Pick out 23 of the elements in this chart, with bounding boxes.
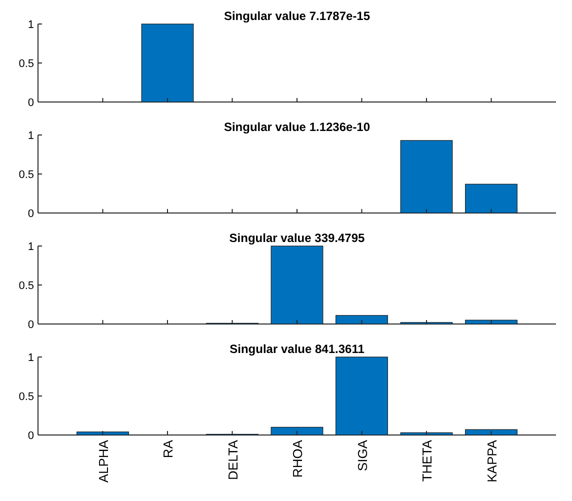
chart-title: Singular value 339.4795 — [229, 231, 366, 245]
y-tick-label: 1 — [28, 130, 34, 142]
y-tick-label: 1 — [28, 19, 34, 31]
y-tick-label: 1 — [28, 352, 34, 364]
chart-title: Singular value 841.3611 — [230, 342, 365, 356]
chart-title: Singular value 7.1787e-15 — [224, 9, 370, 23]
chart-title: Singular value 1.1236e-10 — [224, 120, 370, 134]
y-tick-label: 0.5 — [18, 58, 34, 70]
x-tick-label: SIGA — [354, 440, 370, 472]
y-tick-label: 0 — [28, 97, 34, 109]
y-tick-label: 0 — [28, 208, 34, 220]
y-tick-label: 0.5 — [18, 169, 34, 181]
x-tick-label: ALPHA — [96, 440, 111, 483]
x-tick-label: RHOA — [290, 440, 305, 478]
y-tick-label: 0 — [28, 430, 34, 442]
y-tick-label: 0.5 — [18, 391, 34, 403]
y-tick-label: 0 — [28, 319, 34, 331]
x-tick-label: RA — [160, 440, 176, 458]
x-tick-label: THETA — [420, 440, 434, 482]
x-tick-label: KAPPA — [484, 440, 500, 482]
y-tick-label: 0.5 — [18, 280, 34, 292]
x-tick-label: DELTA — [225, 440, 240, 480]
y-tick-label: 1 — [28, 241, 34, 253]
